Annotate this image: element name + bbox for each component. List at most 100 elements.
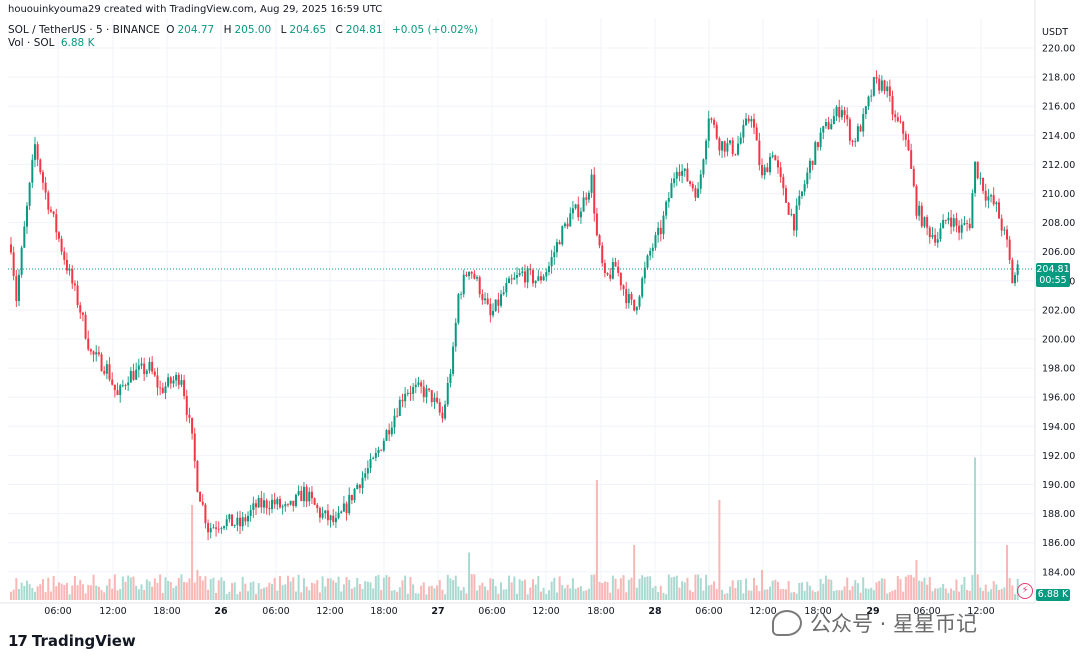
- candle-body: [1000, 218, 1003, 231]
- volume-bar: [175, 585, 178, 600]
- symbol-name[interactable]: SOL / TetherUS · 5 · BINANCE: [8, 24, 160, 36]
- volume-bar: [955, 579, 958, 600]
- candle-body: [185, 395, 188, 415]
- candle-body: [63, 251, 66, 260]
- volume-bar: [931, 591, 934, 600]
- candle-body: [710, 118, 713, 120]
- candle-body: [462, 274, 465, 295]
- volume-bar: [976, 574, 979, 600]
- candle-body: [808, 160, 811, 173]
- volume-bar: [404, 575, 407, 600]
- candle-body: [457, 294, 460, 323]
- volume-bar: [409, 576, 412, 600]
- volume-bar: [297, 574, 300, 600]
- volume-bar: [313, 583, 316, 600]
- candle-body: [803, 184, 806, 192]
- volume-bar: [436, 585, 439, 600]
- volume-bar: [15, 578, 18, 600]
- candle-body: [393, 415, 396, 428]
- candle-body: [910, 150, 913, 169]
- candle-body: [332, 515, 335, 523]
- volume-bar: [316, 580, 319, 600]
- candle-body: [414, 384, 417, 388]
- candle-body: [545, 271, 548, 277]
- candle-body: [12, 252, 15, 276]
- candle-body: [73, 283, 76, 286]
- volume-bar: [270, 584, 273, 600]
- volume-bar: [71, 585, 74, 600]
- volume-bar: [161, 592, 164, 600]
- x-tick-label: 12:00: [99, 606, 126, 617]
- volume-bar: [180, 574, 183, 600]
- volume-bar: [159, 574, 162, 600]
- x-tick-label: 27: [431, 606, 444, 617]
- volume-bar: [44, 592, 47, 600]
- candle-body: [1016, 264, 1019, 276]
- candle-body: [558, 242, 561, 245]
- candle-body: [513, 277, 516, 280]
- candle-body: [939, 228, 942, 240]
- candle-body: [542, 276, 545, 281]
- candle-body: [65, 259, 68, 271]
- volume-bar: [151, 586, 154, 600]
- candle-body: [372, 457, 375, 459]
- volume-bar: [798, 582, 801, 600]
- volume-bar: [691, 592, 694, 600]
- candle-body: [209, 528, 212, 533]
- candle-body: [819, 132, 822, 148]
- volume-bar: [587, 588, 590, 600]
- candle-body: [105, 364, 108, 374]
- volume-bar: [457, 586, 460, 600]
- volume-bar: [761, 570, 764, 600]
- volume-bar: [390, 590, 393, 600]
- chart-credit: hououinkyouma29 created with TradingView…: [8, 4, 383, 15]
- volume-bar: [89, 585, 92, 600]
- candle-body: [438, 402, 441, 413]
- candle-body: [478, 277, 481, 295]
- candle-body: [249, 509, 252, 516]
- candle-body: [886, 86, 889, 92]
- volume-bar: [1006, 545, 1009, 600]
- volume-bar: [406, 593, 409, 600]
- candle-body: [673, 178, 676, 184]
- candle-body: [350, 494, 353, 501]
- volume-bar: [385, 575, 388, 600]
- volume-bar: [201, 580, 204, 600]
- volume-bar: [65, 582, 68, 600]
- candle-body: [172, 380, 175, 384]
- candle-body: [899, 121, 902, 122]
- volume-bar: [657, 592, 660, 600]
- volume-bar: [135, 585, 138, 600]
- volume-bar: [585, 590, 588, 600]
- volume-bar: [57, 582, 60, 600]
- volume-bar: [76, 585, 79, 600]
- bar-countdown: 00:55: [1039, 275, 1067, 286]
- candle-body: [36, 144, 39, 160]
- lightning-icon[interactable]: ⚡: [1017, 583, 1033, 599]
- candle-body: [851, 140, 854, 142]
- candle-body: [947, 217, 950, 221]
- candle-body: [68, 269, 71, 271]
- candle-body: [286, 504, 289, 505]
- candle-body: [273, 499, 276, 505]
- volume-bar: [25, 580, 28, 600]
- candle-body: [950, 217, 953, 227]
- candle-body: [854, 141, 857, 143]
- volume-label[interactable]: Vol · SOL: [8, 37, 55, 49]
- candle-body: [526, 268, 529, 283]
- candle-body: [952, 218, 955, 227]
- candle-body: [729, 140, 732, 144]
- candle-body: [601, 245, 604, 264]
- volume-bar: [606, 582, 609, 600]
- y-tick-label: 210.00: [1042, 189, 1075, 200]
- candle-body: [409, 392, 412, 394]
- candle-body: [534, 280, 537, 284]
- candle-body: [609, 274, 612, 279]
- volume-bar: [649, 576, 652, 600]
- candle-body: [745, 118, 748, 125]
- volume-bar: [68, 594, 71, 600]
- volume-bar: [870, 587, 873, 600]
- candle-body: [318, 508, 321, 518]
- candle-body: [313, 498, 316, 505]
